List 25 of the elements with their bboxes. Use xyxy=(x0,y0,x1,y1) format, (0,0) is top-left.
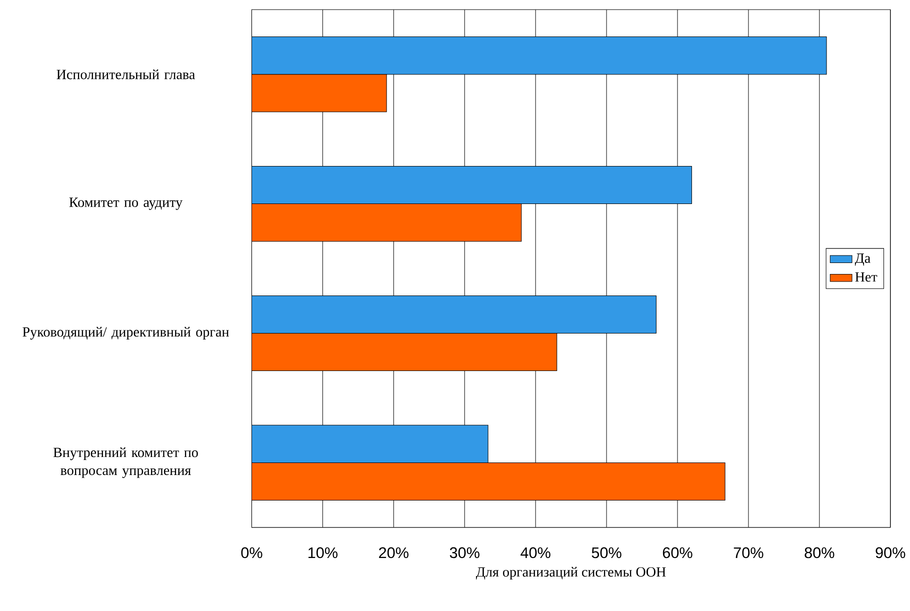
bar xyxy=(252,74,387,112)
y-tick-label: Внутренний комитет по вопросам управления xyxy=(53,447,198,478)
bar xyxy=(252,462,726,501)
x-tick-label: 90% xyxy=(876,547,906,558)
bar xyxy=(252,333,558,372)
x-tick-label: 50% xyxy=(592,547,622,558)
bar xyxy=(252,36,827,75)
x-tick-label: 60% xyxy=(662,547,692,558)
bar xyxy=(252,424,488,464)
y-tick-label: Руководящий/ директивный орган xyxy=(22,326,229,340)
bar xyxy=(252,166,692,204)
x-tick-label: 40% xyxy=(520,547,550,558)
x-tick-label: 30% xyxy=(450,547,480,558)
y-tick-label: Комитет по аудиту xyxy=(69,198,183,210)
bar xyxy=(252,204,522,242)
x-tick-label: 0% xyxy=(241,547,262,558)
x-axis-title: Для организаций системы ООН xyxy=(476,567,666,580)
bar xyxy=(252,296,656,334)
x-tick-label: 20% xyxy=(379,547,408,558)
legend-label: Да xyxy=(854,254,870,266)
x-tick-label: 80% xyxy=(804,547,834,558)
legend-label: Нет xyxy=(855,272,878,282)
y-tick-label: Исполнительный глава xyxy=(56,70,195,80)
x-tick-label: 70% xyxy=(734,547,764,558)
x-tick-label: 10% xyxy=(308,547,338,558)
